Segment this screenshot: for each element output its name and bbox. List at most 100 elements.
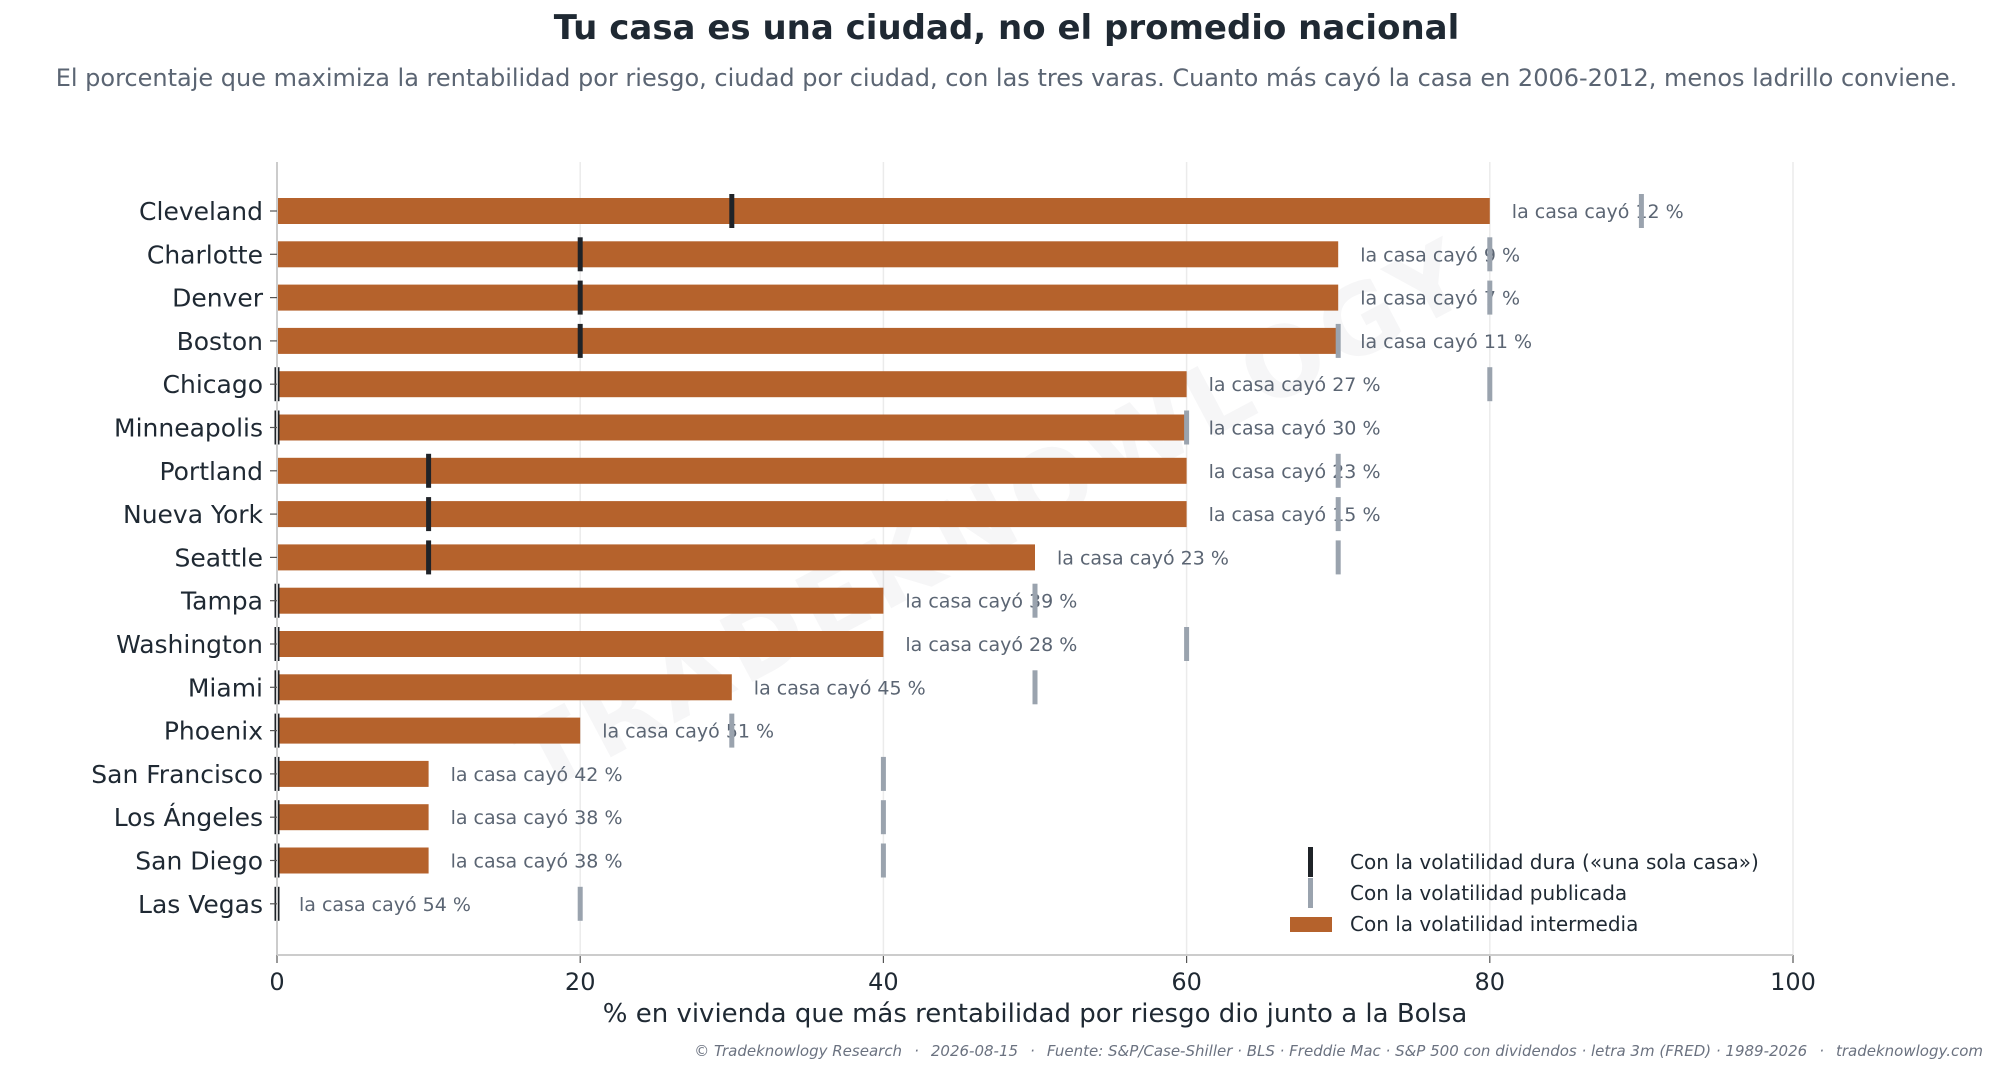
chart-title: Tu casa es una ciudad, no el promedio na…: [553, 8, 1460, 48]
y-tick-labels: Cleveland Charlotte Denver Boston Chicago Min…: [91, 197, 263, 919]
footer: © Tradeknowlogy Research · 2026-08-15 · Fuen…: [694, 1042, 1983, 1060]
y-tick-label: Minneapolis: [114, 414, 263, 443]
x-tick-label: 100: [1770, 968, 1816, 996]
bar-value-label: la casa cayó 39 %: [905, 591, 1077, 613]
bar-value-label: la casa cayó 42 %: [451, 764, 623, 786]
published-tick: [1487, 280, 1493, 315]
y-tick-label: San Diego: [135, 847, 263, 876]
published-tick: [1335, 497, 1341, 532]
hard-tick: [426, 540, 432, 575]
published-tick: [1487, 367, 1493, 402]
axes: [270, 162, 1794, 963]
bar-value-label: la casa cayó 15 %: [1209, 504, 1381, 526]
hard-tick: [577, 237, 583, 272]
footer-source: Fuente: S&P/Case-Shiller · BLS · Freddie…: [1046, 1042, 1808, 1060]
chart-subtitle: El porcentaje que maximiza la rentabilid…: [55, 64, 1958, 92]
bar-value-label: la casa cayó 38 %: [451, 807, 623, 829]
x-tick-label: 0: [269, 968, 284, 996]
y-tick-label: Nueva York: [123, 500, 264, 529]
published-tick: [1335, 323, 1341, 358]
published-tick: [880, 756, 886, 791]
bar: [277, 371, 1187, 398]
x-tick-label: 60: [1171, 968, 1202, 996]
hard-tick: [426, 497, 432, 532]
bar-value-label: la casa cayó 11 %: [1360, 331, 1532, 353]
y-tick-label: Las Vegas: [138, 890, 263, 919]
x-tick-label: 80: [1475, 968, 1506, 996]
published-tick: [729, 713, 735, 748]
bar-value-label: la casa cayó 45 %: [754, 677, 926, 699]
bar-value-label: la casa cayó 23 %: [1057, 547, 1229, 569]
bar-value-label: la casa cayó 38 %: [451, 851, 623, 873]
bar: [277, 198, 1490, 224]
bar: [277, 674, 732, 701]
bar: [277, 544, 1035, 571]
legend-label: Con la volatilidad publicada: [1350, 881, 1627, 905]
hard-tick: [577, 323, 583, 358]
legend-swatch-tick: [1308, 847, 1313, 877]
y-tick-label: Charlotte: [147, 240, 263, 269]
y-tick-label: Phoenix: [164, 717, 263, 746]
footer-copyright: © Tradeknowlogy Research: [694, 1042, 903, 1060]
legend: Con la volatilidad dura («una sola casa»…: [1290, 847, 1759, 936]
bar: [277, 717, 581, 744]
published-tick: [1032, 583, 1038, 618]
y-tick-label: Washington: [116, 630, 263, 659]
bar: [277, 631, 884, 657]
published-tick: [1335, 453, 1341, 488]
y-tick-label: Los Ángeles: [114, 803, 263, 832]
legend-swatch-bar: [1290, 917, 1332, 932]
bar-value-label: la casa cayó 27 %: [1209, 374, 1381, 396]
y-tick-label: Miami: [188, 673, 263, 702]
published-tick: [880, 843, 886, 878]
bar-value-label: la casa cayó 9 %: [1360, 244, 1520, 266]
footer-separator: ·: [1819, 1042, 1824, 1060]
y-tick-label: Tampa: [180, 587, 263, 616]
published-tick: [577, 886, 583, 921]
published-tick: [1184, 410, 1190, 445]
legend-swatch-tick: [1308, 878, 1313, 908]
bars: [277, 198, 1490, 874]
footer-separator: ·: [914, 1042, 919, 1060]
bar: [277, 457, 1187, 484]
footer-separator: ·: [1030, 1042, 1035, 1060]
bar: [277, 284, 1339, 311]
x-axis-label: % en vivienda que más rentabilidad por r…: [603, 999, 1468, 1029]
hard-tick: [729, 194, 735, 228]
y-tick-label: Cleveland: [139, 197, 263, 226]
bar: [277, 327, 1339, 354]
published-tick: [1032, 670, 1038, 705]
published-tick: [880, 800, 886, 835]
bar: [277, 760, 429, 787]
bar-value-label: la casa cayó 30 %: [1209, 418, 1381, 440]
bar-value-label: la casa cayó 7 %: [1360, 288, 1520, 310]
footer-date: 2026-08-15: [930, 1042, 1019, 1060]
bar: [277, 804, 429, 831]
published-ticks: [577, 194, 1644, 921]
bar-value-label: la casa cayó 28 %: [905, 634, 1077, 656]
bar: [277, 587, 884, 614]
published-tick: [1335, 540, 1341, 575]
bar: [277, 414, 1187, 441]
published-tick: [1184, 627, 1190, 661]
y-tick-label: Denver: [172, 284, 264, 313]
x-tick-label: 40: [868, 968, 899, 996]
bar-value-label: la casa cayó 54 %: [299, 894, 471, 916]
legend-label: Con la volatilidad intermedia: [1350, 912, 1638, 936]
bar: [277, 241, 1339, 268]
y-tick-label: Chicago: [163, 370, 263, 399]
hard-tick: [577, 280, 583, 315]
bar-value-label: la casa cayó 12 %: [1512, 201, 1684, 223]
bar-value-label: la casa cayó 51 %: [602, 721, 774, 743]
hard-tick: [426, 453, 432, 488]
y-tick-label: Seattle: [174, 543, 263, 572]
y-tick-label: Portland: [159, 457, 263, 486]
published-tick: [1638, 194, 1644, 228]
legend-label: Con la volatilidad dura («una sola casa»…: [1350, 850, 1759, 874]
bar: [277, 501, 1187, 528]
y-tick-label: San Francisco: [91, 760, 263, 789]
x-tick-labels: 0 20 40 60 80 100: [269, 968, 1816, 996]
x-tick-label: 20: [565, 968, 596, 996]
footer-site: tradeknowlogy.com: [1835, 1042, 1983, 1060]
